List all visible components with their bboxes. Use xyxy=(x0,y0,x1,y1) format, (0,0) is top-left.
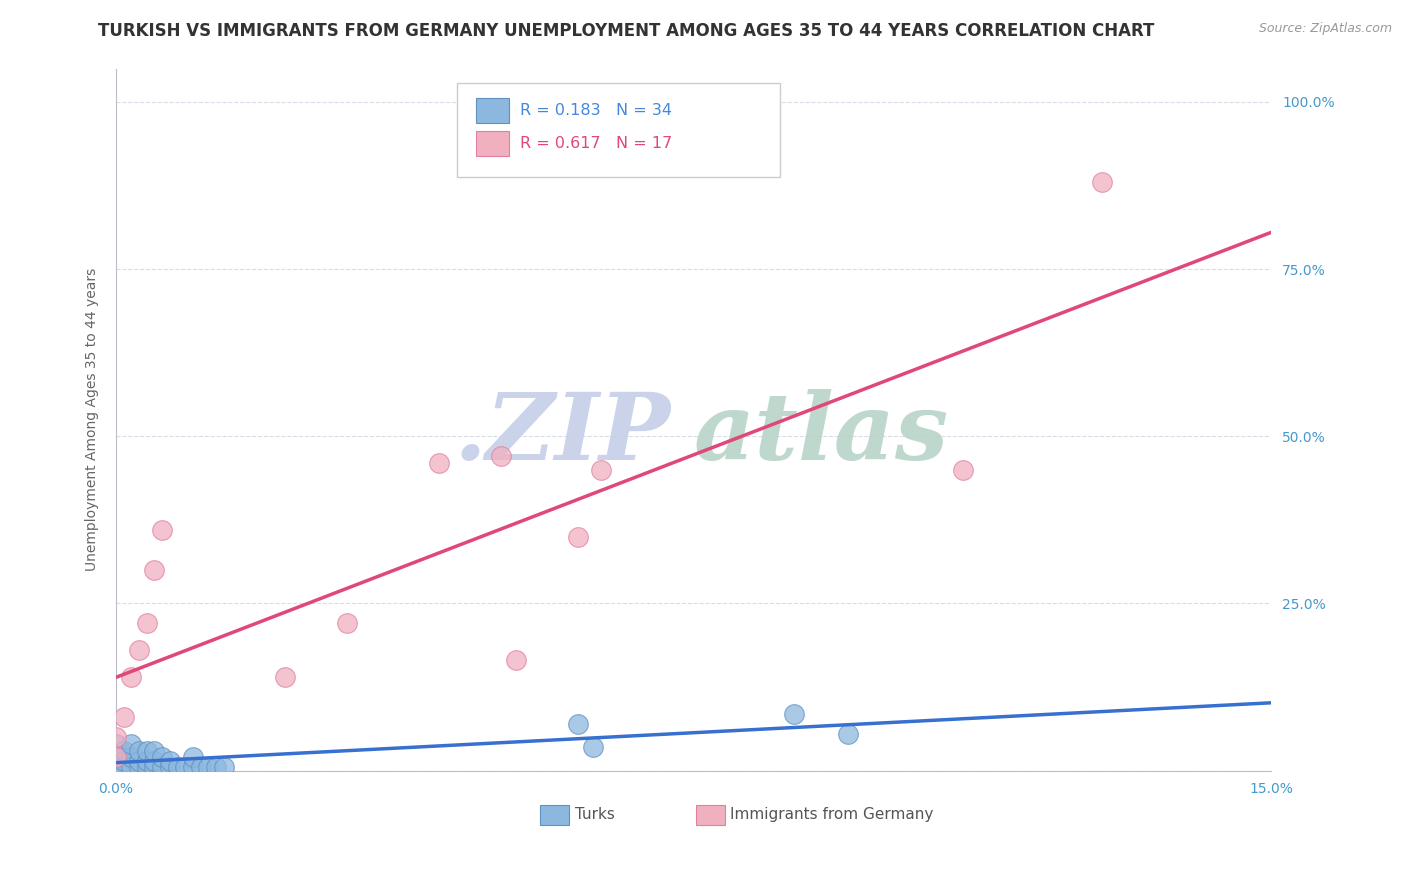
Point xyxy=(336,616,359,631)
Point xyxy=(135,743,157,757)
Text: Immigrants from Germany: Immigrants from Germany xyxy=(731,807,934,822)
Point xyxy=(212,760,235,774)
FancyBboxPatch shape xyxy=(477,98,509,123)
Point xyxy=(104,737,127,751)
Point xyxy=(143,760,166,774)
Point xyxy=(104,750,127,764)
Point xyxy=(429,456,451,470)
Text: Turks: Turks xyxy=(575,807,614,822)
Text: TURKISH VS IMMIGRANTS FROM GERMANY UNEMPLOYMENT AMONG AGES 35 TO 44 YEARS CORREL: TURKISH VS IMMIGRANTS FROM GERMANY UNEMP… xyxy=(98,22,1154,40)
Point xyxy=(567,716,589,731)
Point xyxy=(135,754,157,768)
Point xyxy=(1091,175,1114,189)
Point xyxy=(150,523,173,537)
Text: R = 0.617   N = 17: R = 0.617 N = 17 xyxy=(520,136,672,151)
Point xyxy=(135,760,157,774)
FancyBboxPatch shape xyxy=(457,83,780,178)
Point xyxy=(143,754,166,768)
Point xyxy=(112,760,135,774)
Point xyxy=(143,563,166,577)
Text: Source: ZipAtlas.com: Source: ZipAtlas.com xyxy=(1258,22,1392,36)
Point xyxy=(181,760,204,774)
Point xyxy=(120,737,142,751)
Y-axis label: Unemployment Among Ages 35 to 44 years: Unemployment Among Ages 35 to 44 years xyxy=(86,268,100,571)
Point xyxy=(274,670,297,684)
FancyBboxPatch shape xyxy=(477,131,509,156)
Point xyxy=(159,760,181,774)
Point xyxy=(128,643,150,657)
Point xyxy=(166,760,188,774)
Point xyxy=(104,750,127,764)
Point xyxy=(135,616,157,631)
Point xyxy=(782,706,804,721)
Point xyxy=(150,760,173,774)
Point xyxy=(120,750,142,764)
Point xyxy=(143,743,166,757)
Point xyxy=(112,754,135,768)
Point xyxy=(159,754,181,768)
Point xyxy=(837,727,859,741)
FancyBboxPatch shape xyxy=(696,805,724,824)
FancyBboxPatch shape xyxy=(540,805,569,824)
Text: .ZIP: .ZIP xyxy=(453,389,671,479)
Point xyxy=(150,750,173,764)
Point xyxy=(567,530,589,544)
Point xyxy=(197,760,219,774)
Point xyxy=(128,743,150,757)
Point xyxy=(190,760,212,774)
Point xyxy=(104,756,127,771)
Point xyxy=(505,653,527,667)
Point xyxy=(591,463,613,477)
Point xyxy=(128,760,150,774)
Point xyxy=(174,760,197,774)
Point xyxy=(120,760,142,774)
Point xyxy=(582,740,605,755)
Point xyxy=(489,450,512,464)
Point xyxy=(181,750,204,764)
Point xyxy=(112,743,135,757)
Text: R = 0.183   N = 34: R = 0.183 N = 34 xyxy=(520,103,672,118)
Point xyxy=(104,730,127,744)
Point xyxy=(120,670,142,684)
Text: atlas: atlas xyxy=(693,389,949,479)
Point xyxy=(205,760,228,774)
Point xyxy=(952,463,974,477)
Point xyxy=(112,710,135,724)
Point xyxy=(128,754,150,768)
